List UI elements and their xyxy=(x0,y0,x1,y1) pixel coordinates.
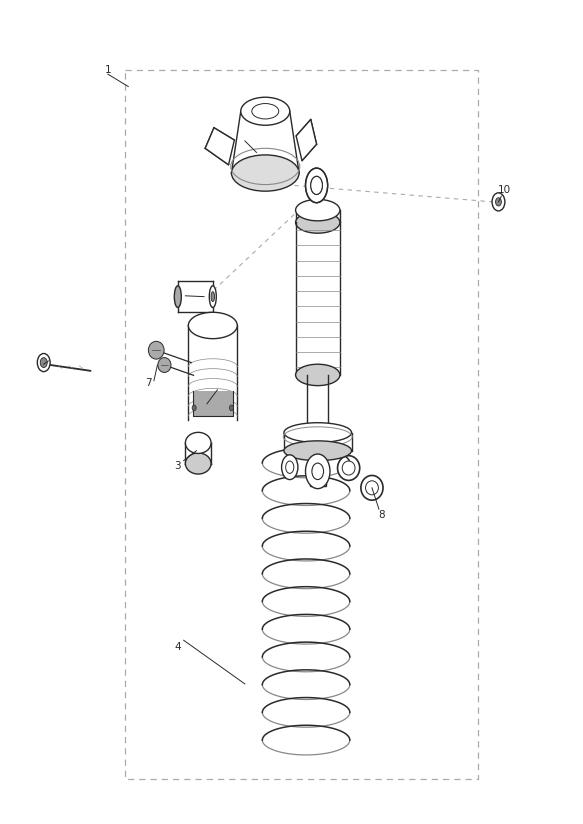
Polygon shape xyxy=(205,128,234,165)
Ellipse shape xyxy=(296,212,340,233)
Ellipse shape xyxy=(192,405,196,411)
Ellipse shape xyxy=(305,168,328,203)
Ellipse shape xyxy=(185,453,211,474)
Ellipse shape xyxy=(158,358,171,372)
Ellipse shape xyxy=(211,292,215,302)
Ellipse shape xyxy=(492,193,505,211)
Ellipse shape xyxy=(37,353,50,372)
Text: 1: 1 xyxy=(104,65,111,75)
Ellipse shape xyxy=(361,475,383,500)
Ellipse shape xyxy=(307,170,327,201)
Polygon shape xyxy=(296,222,340,375)
Ellipse shape xyxy=(231,155,299,191)
Ellipse shape xyxy=(229,405,233,411)
Ellipse shape xyxy=(296,199,340,221)
Polygon shape xyxy=(188,325,237,420)
Polygon shape xyxy=(185,443,211,463)
Ellipse shape xyxy=(174,286,181,307)
Text: 7: 7 xyxy=(145,378,152,388)
Polygon shape xyxy=(307,375,328,433)
Text: 4: 4 xyxy=(174,642,181,652)
Ellipse shape xyxy=(286,461,294,473)
Ellipse shape xyxy=(305,454,330,489)
Ellipse shape xyxy=(284,423,352,442)
Text: 2: 2 xyxy=(174,288,181,297)
Text: 5: 5 xyxy=(236,131,243,141)
Text: 8: 8 xyxy=(378,510,385,520)
Polygon shape xyxy=(296,210,340,222)
Ellipse shape xyxy=(312,463,324,480)
Polygon shape xyxy=(231,111,299,173)
Polygon shape xyxy=(296,119,317,161)
Ellipse shape xyxy=(282,455,298,480)
Ellipse shape xyxy=(148,341,164,359)
Text: 9: 9 xyxy=(40,353,47,363)
Ellipse shape xyxy=(241,97,290,125)
Ellipse shape xyxy=(209,286,216,307)
Ellipse shape xyxy=(311,176,322,194)
Ellipse shape xyxy=(342,461,355,475)
Text: 3: 3 xyxy=(174,461,181,471)
Ellipse shape xyxy=(496,198,501,206)
Ellipse shape xyxy=(252,104,279,119)
Ellipse shape xyxy=(40,358,47,368)
Polygon shape xyxy=(178,281,213,312)
Ellipse shape xyxy=(296,364,340,386)
Ellipse shape xyxy=(366,481,378,495)
Ellipse shape xyxy=(188,312,237,339)
Text: 10: 10 xyxy=(498,185,511,194)
Ellipse shape xyxy=(311,176,322,194)
Text: 6: 6 xyxy=(198,403,205,413)
Polygon shape xyxy=(310,471,326,486)
Ellipse shape xyxy=(284,441,352,461)
Polygon shape xyxy=(193,391,233,416)
Ellipse shape xyxy=(185,433,211,453)
Ellipse shape xyxy=(307,456,329,487)
Ellipse shape xyxy=(338,456,360,480)
Polygon shape xyxy=(284,433,352,451)
